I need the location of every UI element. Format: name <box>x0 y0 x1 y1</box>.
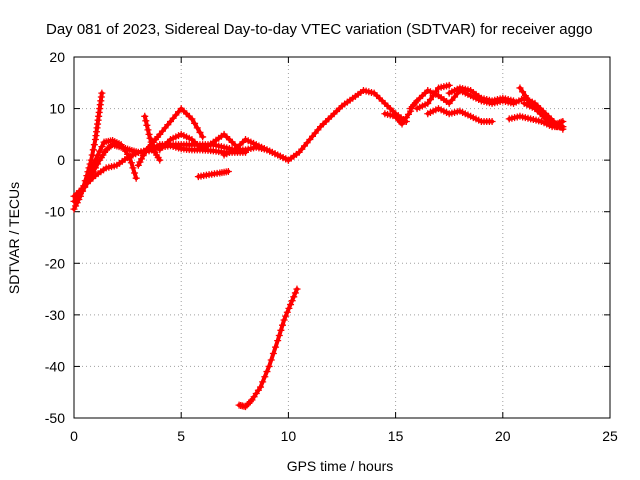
data-point-marker <box>126 154 134 162</box>
data-point-marker <box>85 172 93 180</box>
data-point-marker <box>138 155 146 163</box>
data-point-marker <box>246 398 254 406</box>
data-point-marker <box>288 297 296 305</box>
data-point-marker <box>89 161 97 169</box>
data-point-marker <box>272 343 280 351</box>
data-point-marker <box>424 99 432 107</box>
x-tick-label: 10 <box>281 428 297 444</box>
data-point-marker <box>510 97 518 105</box>
data-point-marker <box>257 383 265 391</box>
data-point-marker <box>290 293 298 301</box>
data-point-marker <box>94 152 102 160</box>
data-point-marker <box>136 158 144 166</box>
x-tick-label: 0 <box>70 428 78 444</box>
data-point-marker <box>96 147 104 155</box>
data-point-marker <box>98 143 106 151</box>
data-point-marker <box>261 373 269 381</box>
data-point-marker <box>488 117 496 125</box>
data-point-marker <box>519 88 527 96</box>
x-axis-label: GPS time / hours <box>287 458 394 474</box>
data-point-marker <box>283 308 291 316</box>
data-point-marker <box>516 84 524 92</box>
data-point-marker <box>277 326 285 334</box>
y-tick-label: 0 <box>57 152 65 168</box>
x-tick-label: 15 <box>388 428 404 444</box>
data-point-marker <box>90 141 98 149</box>
data-point-marker <box>242 148 250 156</box>
data-point-marker <box>131 169 139 177</box>
data-point-marker <box>274 337 282 345</box>
data-point-marker <box>263 368 271 376</box>
data-point-marker <box>156 156 164 164</box>
data-point-marker <box>280 316 288 324</box>
data-point-marker <box>521 92 529 100</box>
data-point-marker <box>293 285 301 293</box>
series-layer <box>70 81 567 411</box>
data-point-marker <box>98 89 106 97</box>
data-point-marker <box>445 81 453 89</box>
data-point-marker <box>142 117 150 125</box>
plot-frame <box>73 56 611 419</box>
y-tick-label: 10 <box>49 101 65 117</box>
data-point-marker <box>524 96 532 104</box>
data-point-marker <box>193 124 201 132</box>
y-axis-label: SDTVAR / TECUs <box>6 182 22 294</box>
data-point-marker <box>224 167 232 175</box>
data-point-marker <box>426 96 434 104</box>
data-point-marker <box>287 301 295 309</box>
data-point-marker <box>146 134 154 142</box>
data-point-marker <box>196 128 204 136</box>
data-point-marker <box>134 161 142 169</box>
y-tick-label: 20 <box>49 49 65 65</box>
data-point-marker <box>432 88 440 96</box>
y-tick-label: -20 <box>45 255 65 271</box>
y-tick-label: -40 <box>45 358 65 374</box>
data-point-marker <box>259 378 267 386</box>
x-tick-label: 20 <box>495 428 511 444</box>
data-point-marker <box>83 177 91 185</box>
data-point-marker <box>143 121 151 129</box>
data-point-marker <box>275 331 283 339</box>
data-point-marker <box>70 205 78 213</box>
data-point-marker <box>559 123 567 131</box>
grid-layer <box>74 57 610 418</box>
data-point-marker <box>144 126 152 134</box>
data-point-marker <box>265 362 273 370</box>
data-point-marker <box>145 130 153 138</box>
y-tick-label: -10 <box>45 204 65 220</box>
data-point-marker <box>148 142 156 150</box>
data-point-marker <box>127 159 135 167</box>
data-point-marker <box>139 152 147 160</box>
data-point-marker <box>291 289 299 297</box>
data-point-marker <box>87 166 95 174</box>
data-point-marker <box>188 115 196 123</box>
data-point-marker <box>191 119 199 127</box>
data-point-marker <box>285 304 293 312</box>
tick-layer: 0 5 10 15 20 25 -50 -40 -30 -20 -10 0 10 20 <box>45 49 618 444</box>
x-tick-label: 25 <box>602 428 618 444</box>
data-point-marker <box>429 92 437 100</box>
data-point-marker <box>199 133 207 141</box>
data-point-marker <box>141 112 149 120</box>
x-tick-label: 5 <box>177 428 185 444</box>
data-point-marker <box>72 202 80 210</box>
data-point-marker <box>267 356 275 364</box>
data-point-marker <box>89 146 97 154</box>
data-point-marker <box>147 138 155 146</box>
data-point-marker <box>269 350 277 358</box>
data-point-marker <box>129 164 137 172</box>
y-tick-label: -30 <box>45 307 65 323</box>
data-point-marker <box>245 399 253 407</box>
data-point-marker <box>132 174 140 182</box>
data-point-marker <box>91 156 99 164</box>
data-point-marker <box>282 312 290 320</box>
chart-title: Day 081 of 2023, Sidereal Day-to-day VTE… <box>46 21 593 38</box>
data-point-marker <box>242 403 250 411</box>
y-tick-label: -50 <box>45 410 65 426</box>
data-point-marker <box>243 401 251 409</box>
data-point-marker <box>279 321 287 329</box>
